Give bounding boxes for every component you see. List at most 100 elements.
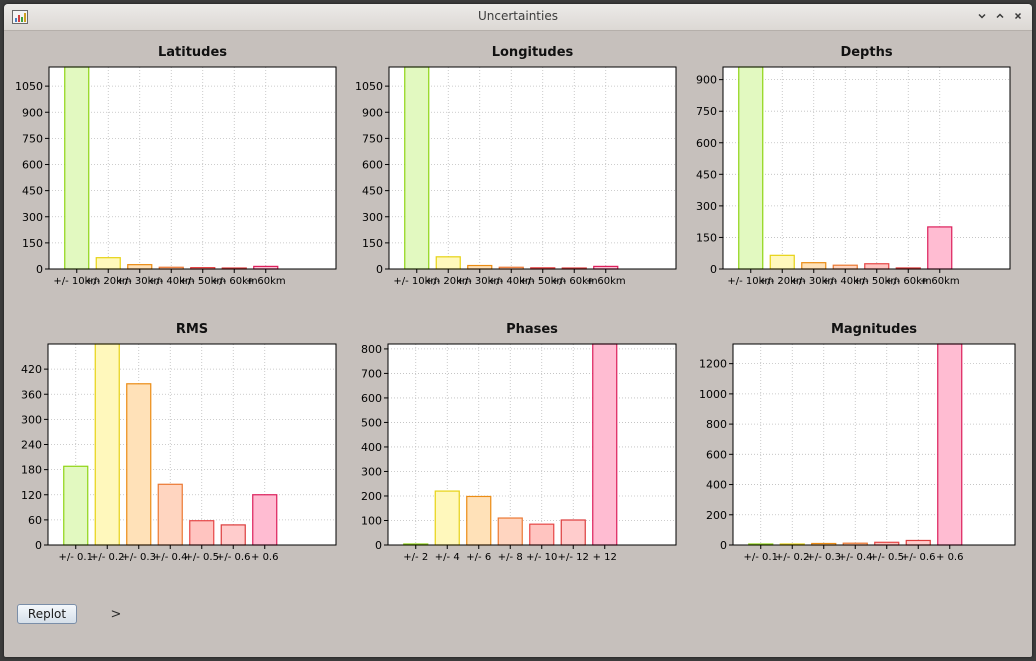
plot-frame xyxy=(387,343,677,546)
x-tick-label: + 12 xyxy=(593,552,617,563)
y-tick-label: 0 xyxy=(720,539,727,552)
x-tick-label: +/- 10km xyxy=(393,276,440,287)
x-tick-label: +/- 20km xyxy=(759,276,806,287)
minimize-button[interactable] xyxy=(975,10,989,24)
chart-title: Longitudes xyxy=(492,45,574,60)
y-tick-label: 300 xyxy=(361,465,382,478)
x-tick-label: +/- 0.5 xyxy=(870,552,904,563)
x-tick-label: +/- 10km xyxy=(53,276,100,287)
x-tick-label: +/- 0.6 xyxy=(216,552,250,563)
bar-1 xyxy=(95,257,121,270)
chart-title: Phases xyxy=(506,322,558,337)
x-tick-label: +/- 10 xyxy=(526,552,557,563)
y-tick-label: 1200 xyxy=(699,358,727,371)
bar-0 xyxy=(404,66,430,270)
bar-6 xyxy=(252,494,278,546)
y-tick-label: 240 xyxy=(21,439,42,452)
chevron-up-icon xyxy=(995,11,1005,24)
plot-frame xyxy=(722,66,1011,270)
bar-2 xyxy=(801,262,827,270)
y-tick-label: 800 xyxy=(361,343,382,356)
x-tick-label: +/- 0.4 xyxy=(153,552,187,563)
close-button[interactable] xyxy=(1011,10,1025,24)
y-tick-label: 900 xyxy=(696,74,717,87)
y-tick-label: 600 xyxy=(362,159,383,172)
y-tick-label: 300 xyxy=(22,211,43,224)
y-tick-label: 600 xyxy=(706,448,727,461)
replot-button[interactable]: Replot xyxy=(17,604,77,624)
x-tick-label: +/- 50km xyxy=(179,276,226,287)
x-tick-label: +/- 0.6 xyxy=(901,552,935,563)
bar-6 xyxy=(592,343,618,546)
bar-4 xyxy=(864,263,890,270)
chart-title: Magnitudes xyxy=(831,322,917,337)
y-tick-label: 0 xyxy=(710,263,717,276)
y-tick-label: 600 xyxy=(22,159,43,172)
y-tick-label: 100 xyxy=(361,514,382,527)
y-tick-label: 750 xyxy=(22,132,43,145)
y-tick-label: 600 xyxy=(361,392,382,405)
bar-0 xyxy=(738,66,764,270)
x-tick-label: +/- 20km xyxy=(425,276,472,287)
bar-3 xyxy=(832,264,858,270)
x-tick-label: +/- 30km xyxy=(790,276,837,287)
chevron-down-icon xyxy=(977,11,987,24)
x-tick-label: +/- 40km xyxy=(148,276,195,287)
x-tick-label: + 60km xyxy=(586,276,626,287)
bar-2 xyxy=(127,264,153,270)
chart-title: Depths xyxy=(840,45,892,60)
chart-latitudes: Latitudes 0 150 300 450 600 750 900 1050 +/- 10km… xyxy=(15,45,337,287)
y-tick-label: 0 xyxy=(375,539,382,552)
bar-2 xyxy=(467,264,493,270)
bar-1 xyxy=(434,490,460,546)
y-tick-label: 60 xyxy=(28,514,42,527)
plot-frame xyxy=(47,343,337,546)
bar-2 xyxy=(126,383,152,546)
y-tick-label: 1000 xyxy=(699,388,727,401)
x-tick-label: + 60km xyxy=(246,276,286,287)
y-tick-label: 800 xyxy=(706,418,727,431)
maximize-button[interactable] xyxy=(993,10,1007,24)
x-tick-label: +/- 40km xyxy=(488,276,535,287)
y-tick-label: 450 xyxy=(22,185,43,198)
y-tick-label: 420 xyxy=(21,363,42,376)
y-tick-label: 150 xyxy=(362,237,383,250)
x-tick-label: +/- 0.2 xyxy=(775,552,809,563)
bar-3 xyxy=(497,517,523,546)
title-bar[interactable]: Uncertainties xyxy=(4,4,1032,31)
y-tick-label: 150 xyxy=(22,237,43,250)
x-tick-label: +/- 20km xyxy=(85,276,132,287)
bar-4 xyxy=(529,523,555,546)
y-tick-label: 750 xyxy=(696,105,717,118)
bar-1 xyxy=(769,254,795,270)
y-tick-label: 200 xyxy=(361,490,382,503)
bar-2 xyxy=(466,495,492,546)
y-tick-label: 150 xyxy=(696,231,717,244)
x-tick-label: +/- 0.3 xyxy=(807,552,841,563)
plot-area xyxy=(723,67,1010,269)
chart-title: RMS xyxy=(176,322,208,337)
x-tick-label: +/- 8 xyxy=(498,552,523,563)
y-tick-label: 750 xyxy=(362,132,383,145)
y-tick-label: 180 xyxy=(21,464,42,477)
x-tick-label: +/- 10km xyxy=(727,276,774,287)
bar-0 xyxy=(64,66,90,270)
y-tick-label: 1050 xyxy=(355,80,383,93)
x-tick-label: +/- 4 xyxy=(435,552,460,563)
plot-frame xyxy=(732,343,1016,546)
y-tick-label: 300 xyxy=(21,413,42,426)
chevron-right-icon[interactable]: > xyxy=(110,607,122,622)
bar-5 xyxy=(560,519,586,546)
x-tick-label: +/- 30km xyxy=(456,276,503,287)
x-tick-label: +/- 60km xyxy=(551,276,598,287)
x-tick-label: +/- 6 xyxy=(466,552,491,563)
y-tick-label: 450 xyxy=(362,185,383,198)
y-tick-label: 900 xyxy=(362,106,383,119)
plot-area xyxy=(49,67,336,269)
x-tick-label: +/- 60km xyxy=(885,276,932,287)
bar-6 xyxy=(927,226,953,270)
close-icon xyxy=(1013,11,1023,24)
bar-5 xyxy=(905,539,931,546)
x-tick-label: +/- 0.4 xyxy=(838,552,872,563)
